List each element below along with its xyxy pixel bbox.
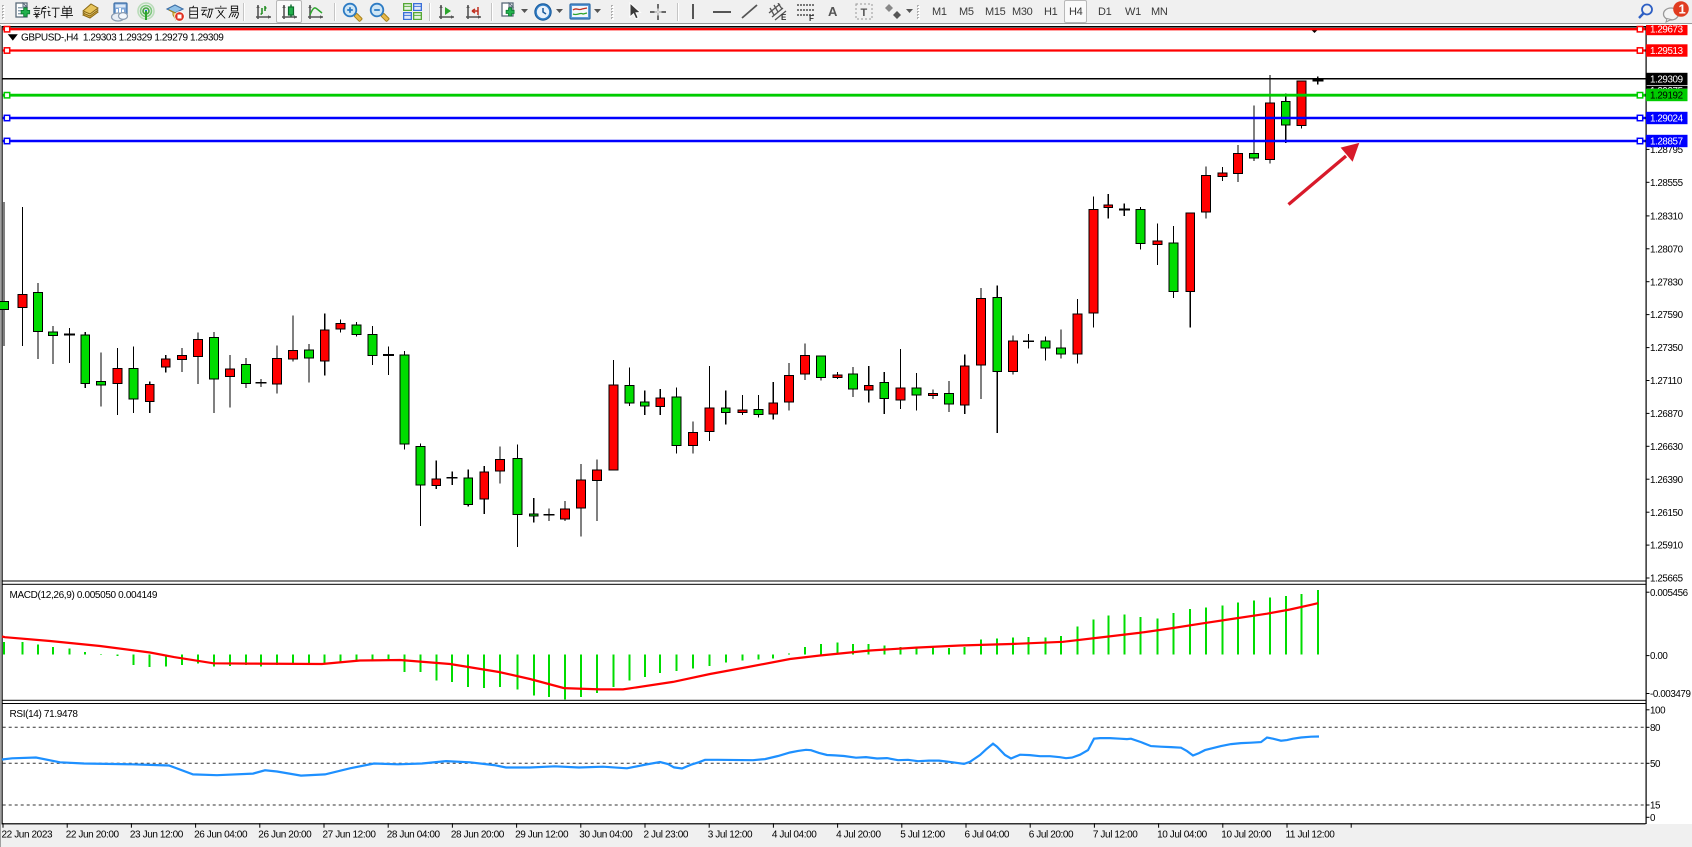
svg-text:1.25910: 1.25910 [1650, 541, 1684, 552]
svg-text:4 Jul 20:00: 4 Jul 20:00 [836, 829, 881, 840]
svg-text:28 Jun 20:00: 28 Jun 20:00 [451, 829, 505, 840]
svg-text:1.26870: 1.26870 [1650, 409, 1684, 420]
svg-text:1.28555: 1.28555 [1650, 178, 1684, 189]
svg-text:4 Jul 04:00: 4 Jul 04:00 [772, 829, 817, 840]
svg-text:5 Jul 12:00: 5 Jul 12:00 [900, 829, 945, 840]
svg-text:1.28310: 1.28310 [1650, 212, 1684, 223]
svg-text:50: 50 [1650, 759, 1661, 770]
svg-text:1.29192: 1.29192 [1650, 91, 1683, 102]
svg-text:E: E [781, 13, 787, 21]
svg-text:29 Jun 12:00: 29 Jun 12:00 [515, 829, 569, 840]
svg-text:100: 100 [1650, 705, 1666, 716]
svg-text:0: 0 [1650, 813, 1656, 824]
svg-text:10 Jul 20:00: 10 Jul 20:00 [1221, 829, 1272, 840]
svg-text:27 Jun 12:00: 27 Jun 12:00 [323, 829, 377, 840]
svg-text:15: 15 [1650, 801, 1661, 812]
svg-text:1.29513: 1.29513 [1650, 46, 1684, 57]
svg-text:2 Jul 23:00: 2 Jul 23:00 [644, 829, 689, 840]
svg-text:28 Jun 04:00: 28 Jun 04:00 [387, 829, 441, 840]
svg-text:-0.003479: -0.003479 [1650, 689, 1691, 700]
svg-text:1.27110: 1.27110 [1650, 376, 1683, 387]
svg-text:6 Jul 04:00: 6 Jul 04:00 [965, 829, 1010, 840]
svg-text:1.29275: 1.29275 [1650, 86, 1684, 97]
svg-text:80: 80 [1650, 723, 1661, 734]
svg-text:1: 1 [1679, 2, 1686, 17]
svg-text:7 Jul 12:00: 7 Jul 12:00 [1093, 829, 1138, 840]
svg-text:23 Jun 12:00: 23 Jun 12:00 [130, 829, 184, 840]
svg-text:RSI(14) 71.9478: RSI(14) 71.9478 [10, 709, 79, 720]
svg-text:1.26150: 1.26150 [1650, 508, 1684, 519]
svg-text:22 Jun 2023: 22 Jun 2023 [2, 829, 53, 840]
svg-text:1.29673: 1.29673 [1650, 25, 1684, 36]
svg-text:1.27830: 1.27830 [1650, 277, 1684, 288]
svg-text:1.27350: 1.27350 [1650, 343, 1684, 354]
svg-text:11 Jul 12:00: 11 Jul 12:00 [1286, 829, 1336, 840]
svg-text:MACD(12,26,9) 0.005050 0.00414: MACD(12,26,9) 0.005050 0.004149 [10, 590, 158, 601]
svg-text:T: T [861, 7, 868, 19]
svg-text:6 Jul 20:00: 6 Jul 20:00 [1029, 829, 1074, 840]
svg-text:1.28857: 1.28857 [1650, 137, 1683, 148]
svg-text:1.26630: 1.26630 [1650, 442, 1684, 453]
svg-text:1.25665: 1.25665 [1650, 574, 1684, 585]
svg-text:1.27590: 1.27590 [1650, 310, 1684, 321]
svg-text:F: F [809, 14, 814, 21]
svg-text:30 Jun 04:00: 30 Jun 04:00 [579, 829, 633, 840]
svg-text:1.26390: 1.26390 [1650, 475, 1684, 486]
svg-text:1.29309: 1.29309 [1650, 75, 1683, 86]
svg-text:1.28795: 1.28795 [1650, 145, 1684, 156]
svg-text:10 Jul 04:00: 10 Jul 04:00 [1157, 829, 1208, 840]
svg-text:26 Jun 04:00: 26 Jun 04:00 [194, 829, 248, 840]
svg-text:1.29024: 1.29024 [1650, 114, 1684, 125]
svg-text:0.00: 0.00 [1650, 651, 1668, 662]
svg-text:26 Jun 20:00: 26 Jun 20:00 [258, 829, 312, 840]
svg-text:0.005456: 0.005456 [1650, 588, 1689, 599]
svg-text:1.28070: 1.28070 [1650, 244, 1684, 255]
svg-text:3 Jul 12:00: 3 Jul 12:00 [708, 829, 753, 840]
svg-text:GBPUSD-,H4 1.29303 1.29329 1.: GBPUSD-,H4 1.29303 1.29329 1.29279 1.293… [21, 32, 224, 43]
svg-text:22 Jun 20:00: 22 Jun 20:00 [66, 829, 120, 840]
